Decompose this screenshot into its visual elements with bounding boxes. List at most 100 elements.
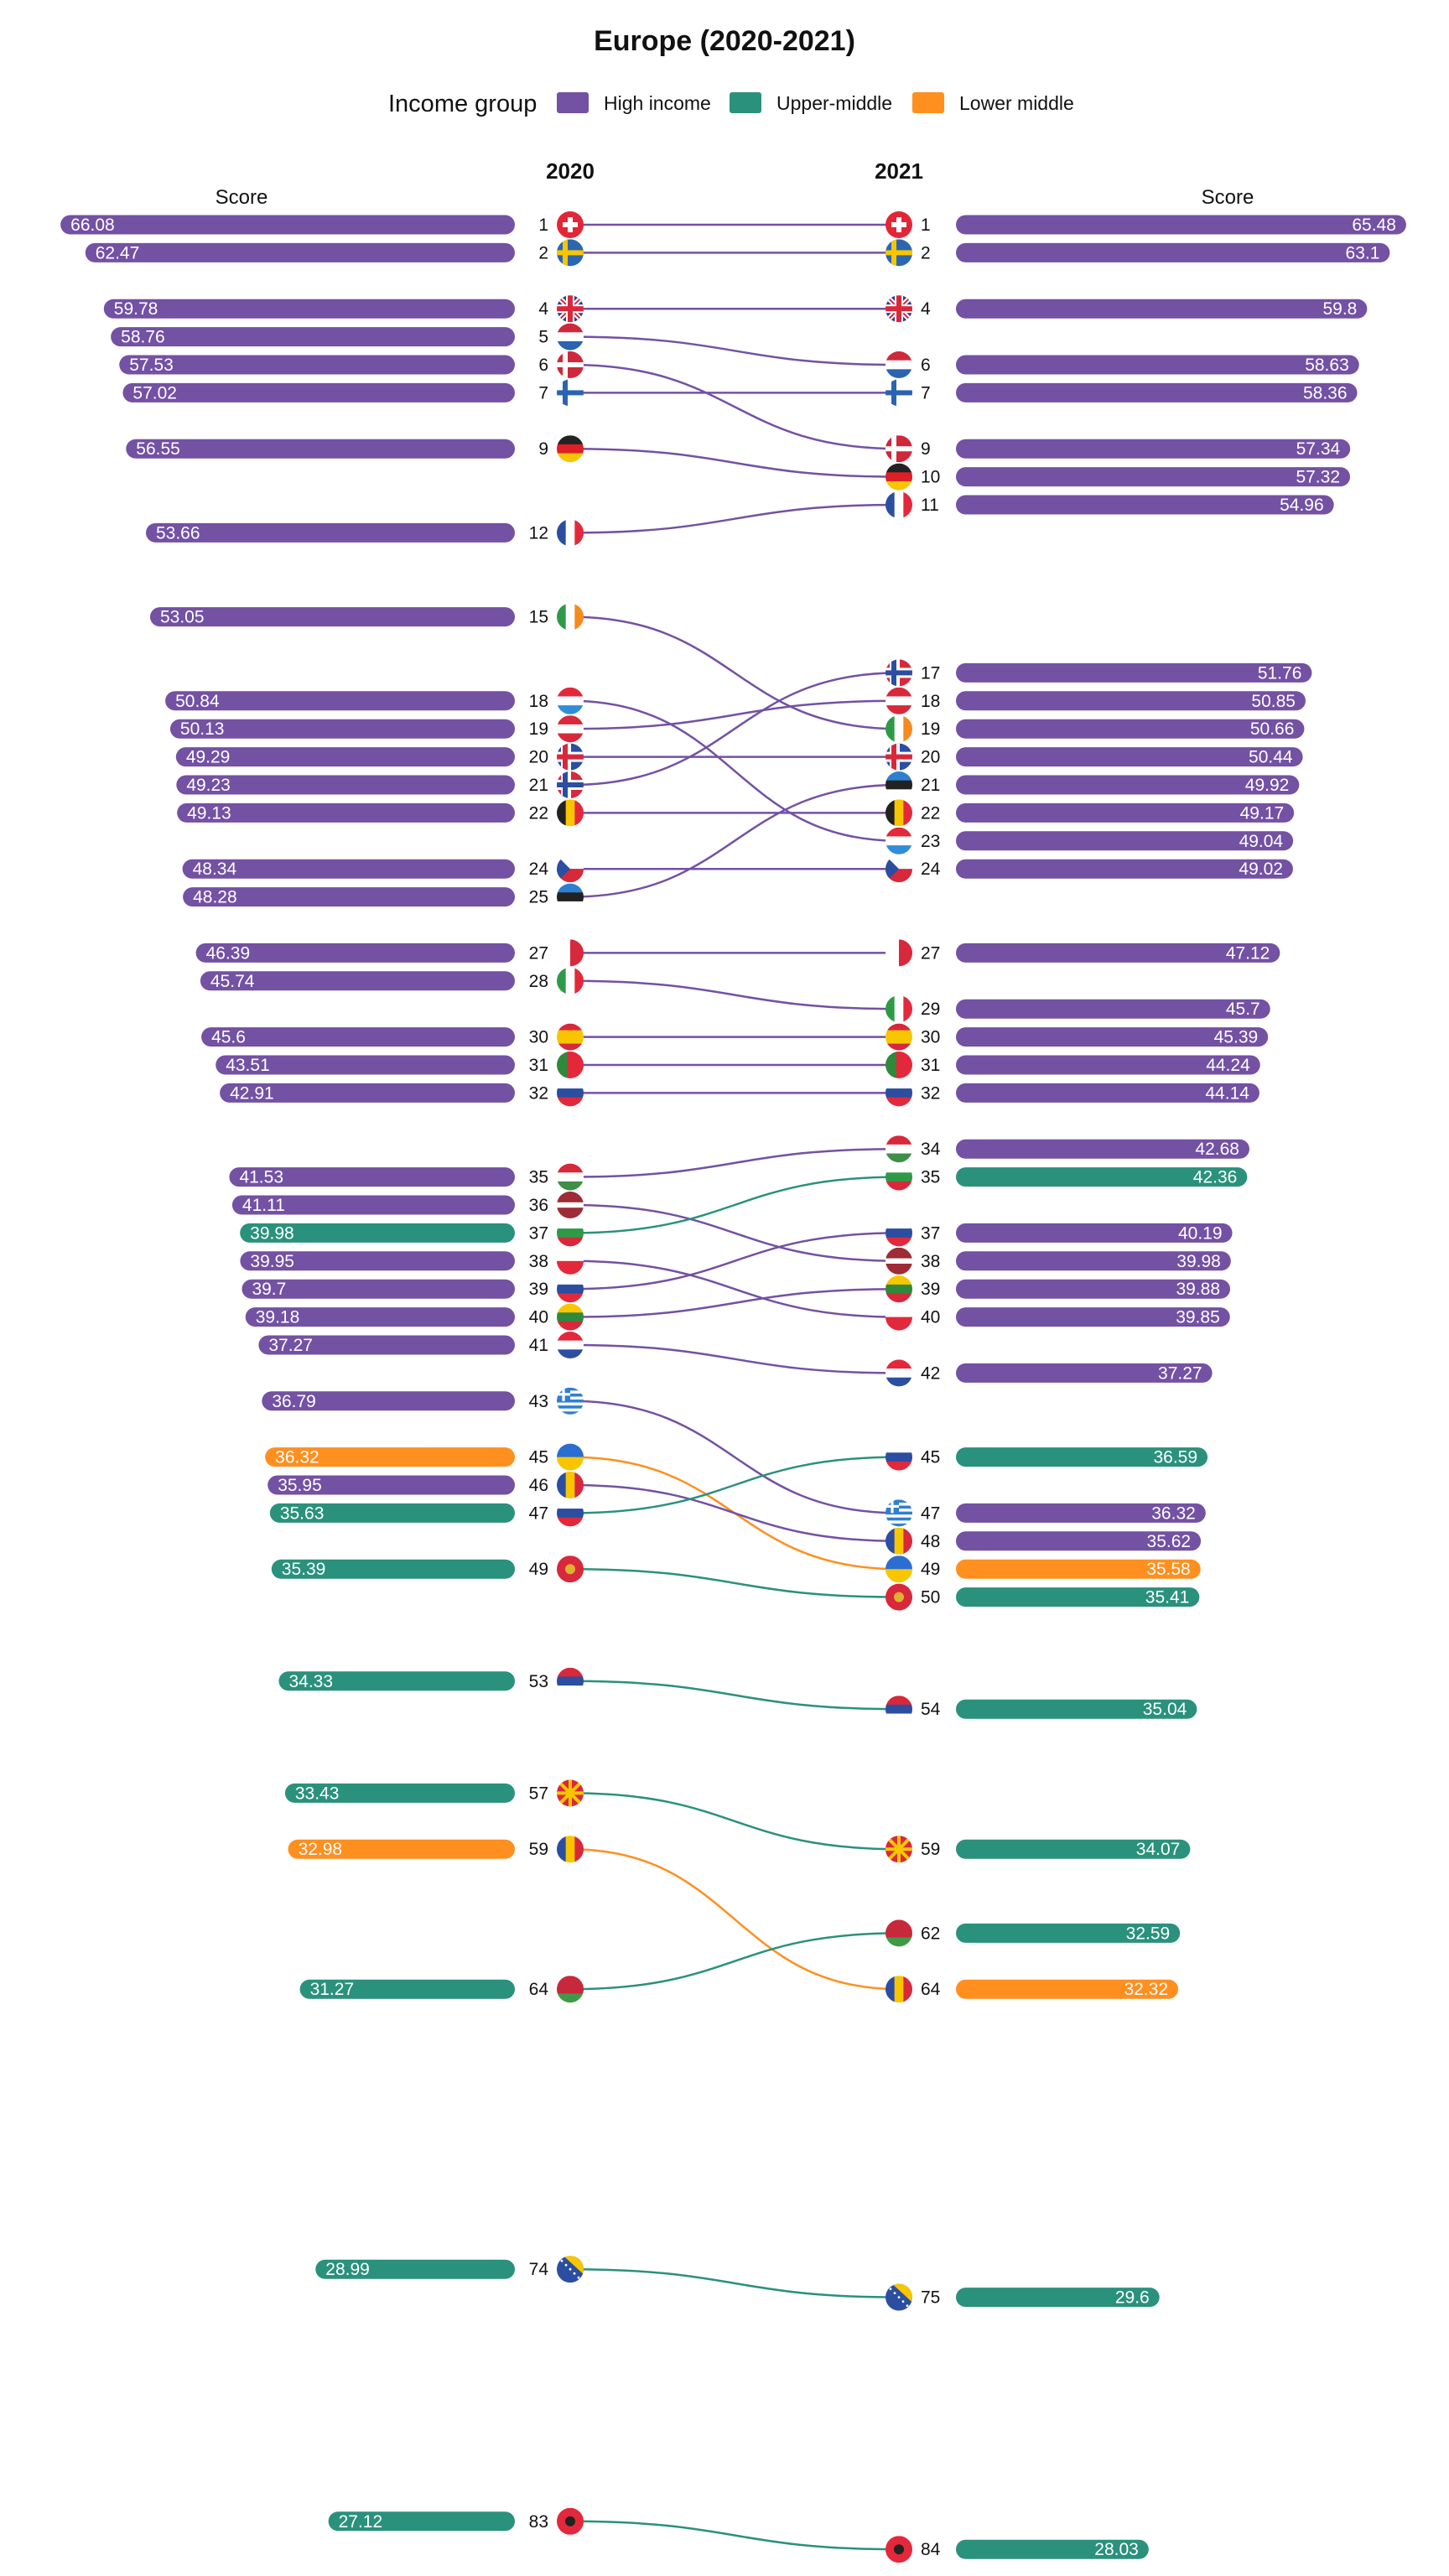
value-2021-bulgaria: 42.36 [1193,1168,1238,1187]
moldova-flag-icon [886,1976,912,2003]
value-2020-hungary: 41.53 [239,1168,283,1187]
rank-link-estonia [569,783,900,898]
rank-2020-north-macedonia: 57 [529,1784,548,1803]
rank-link-montenegro [569,1567,900,1598]
value-2021-russia: 36.59 [1153,1448,1197,1467]
bar-2020-belarus [299,1979,515,1999]
bar-2021-hungary [956,1139,1249,1159]
bar-2020-austria [169,719,515,739]
rank-2021-north-macedonia: 59 [921,1840,940,1859]
value-2020-malta: 46.39 [206,943,251,963]
rank-2021-germany: 10 [921,468,940,487]
rank-link-albania [569,2520,900,2551]
bar-2020-united-kingdom [103,299,515,319]
bar-2021-germany [956,467,1351,487]
rank-link-serbia [569,1680,900,1711]
rank-2020-norway: 21 [529,776,548,795]
bar-2020-lithuania [245,1307,515,1327]
luxembourg-flag-icon [557,687,584,714]
value-2021-norway: 51.76 [1258,663,1302,683]
bar-2021-lithuania [956,1279,1231,1299]
value-2021-portugal: 44.24 [1206,1056,1250,1075]
bar-2020-ukraine [265,1447,515,1467]
bar-2021-north-macedonia [956,1839,1191,1859]
value-2021-ireland: 50.66 [1250,719,1295,739]
value-2021-denmark: 57.34 [1296,439,1341,459]
belarus-flag-icon [886,1919,912,1947]
iceland-flag-icon [886,743,912,771]
rank-2021-belarus: 62 [921,1924,940,1943]
rank-2021-bosnia-and-herzegovina: 75 [921,2288,940,2308]
value-2020-lithuania: 39.18 [256,1308,300,1327]
czech-republic-flag-icon [557,855,584,883]
rank-2020-lithuania: 40 [529,1308,548,1327]
bar-2021-montenegro [956,1587,1200,1607]
bar-2020-spain [201,1027,515,1047]
value-2020-denmark: 57.53 [129,356,174,375]
chart-title: Europe (2020-2021) [594,25,855,57]
value-2021-germany: 57.32 [1296,468,1340,487]
bar-2021-ukraine [956,1559,1201,1579]
bar-2020-croatia [258,1335,515,1355]
value-2021-czech-republic: 49.02 [1239,860,1283,879]
rank-2021-moldova: 64 [921,1980,941,1999]
value-2021-luxembourg: 49.04 [1239,832,1284,851]
rank-2021-romania: 48 [921,1532,940,1551]
bar-2020-albania [328,2511,515,2532]
value-2021-north-macedonia: 34.07 [1136,1840,1181,1859]
rank-link-hungary [569,1147,900,1178]
bar-2021-latvia [956,1251,1231,1271]
sweden-flag-icon [886,239,912,267]
czech-republic-flag-icon [886,855,912,883]
rank-link-slovakia [569,1232,900,1291]
value-2020-north-macedonia: 33.43 [295,1784,340,1803]
value-2020-austria: 50.13 [180,719,225,739]
value-2021-poland: 39.85 [1176,1308,1220,1327]
bar-2020-greece [262,1391,515,1411]
bar-2020-sweden [85,242,516,262]
greece-flag-icon [557,1387,584,1415]
estonia-flag-icon [886,771,912,798]
bar-2020-romania [267,1475,515,1495]
rank-2020-croatia: 41 [529,1336,548,1355]
rank-2021-ukraine: 49 [921,1560,940,1579]
bar-2020-czech-republic [182,859,515,879]
rank-2020-albania: 83 [529,2512,548,2532]
value-2020-belarus: 31.27 [310,1980,355,1999]
bar-2020-bosnia-and-herzegovina [315,2259,515,2279]
rank-link-belarus [569,1932,900,1991]
spain-flag-icon [557,1023,584,1051]
value-2021-albania: 28.03 [1094,2540,1139,2559]
rank-link-russia [569,1456,900,1514]
bosnia-flag-icon [557,2256,584,2283]
legend-label-high-income: High income [604,92,711,114]
value-2020-france: 53.66 [156,523,200,543]
croatia-flag-icon [557,1332,584,1358]
norway-flag-icon [886,659,912,687]
russia-flag-icon [557,1499,584,1527]
bar-2020-north-macedonia [284,1783,515,1803]
rank-2021-denmark: 9 [921,439,931,459]
rank-2020-moldova: 59 [529,1840,548,1859]
bulgaria-flag-icon [557,1219,584,1247]
france-flag-icon [886,491,912,518]
value-2020-portugal: 43.51 [226,1056,270,1075]
rank-2020-latvia: 36 [529,1196,548,1215]
estonia-flag-icon [557,883,584,911]
bar-2021-slovakia [956,1223,1233,1243]
rank-2020-serbia: 53 [529,1672,548,1691]
bar-2021-bulgaria [956,1167,1248,1187]
ireland-flag-icon [886,715,912,743]
rank-2020-germany: 9 [538,439,548,459]
latvia-flag-icon [886,1247,912,1275]
iceland-flag-icon [557,743,584,771]
rank-2021-latvia: 38 [921,1252,940,1271]
rank-2021-slovakia: 37 [921,1223,940,1243]
rank-labels: 66.08 65.481 162.47 63.12 259.78 59.84 458.765… [70,216,1396,2559]
rank-2021-norway: 17 [921,663,940,683]
germany-flag-icon [886,463,912,491]
bar-2021-norway [956,662,1312,683]
rank-link-lithuania [569,1287,900,1318]
france-flag-icon [557,519,584,547]
value-2021-serbia: 35.04 [1143,1700,1187,1719]
